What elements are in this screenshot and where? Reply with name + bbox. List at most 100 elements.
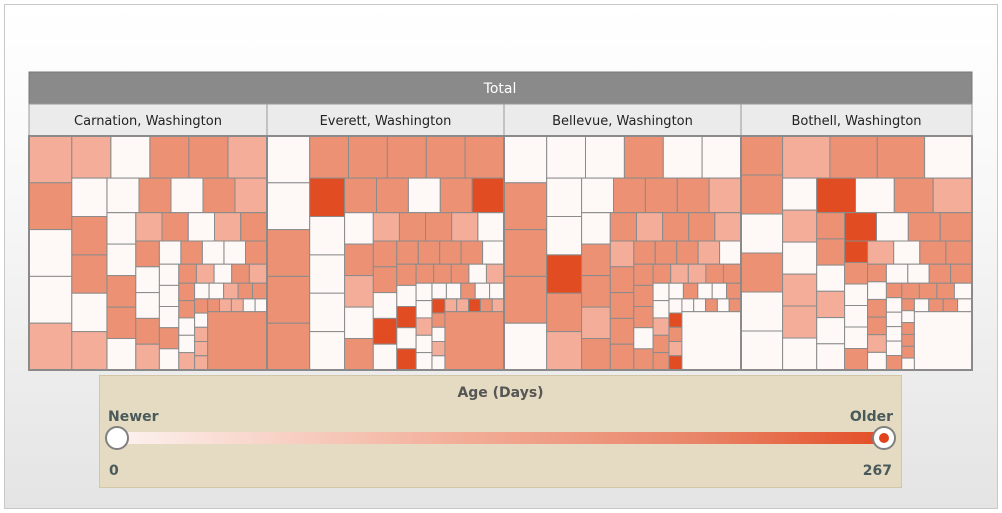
treemap-cell[interactable]: [688, 212, 716, 242]
treemap-cell[interactable]: [489, 282, 505, 300]
treemap-cell[interactable]: [28, 322, 73, 371]
treemap-cell[interactable]: [581, 338, 611, 371]
treemap-cell[interactable]: [782, 177, 818, 211]
treemap-cell[interactable]: [662, 212, 690, 242]
treemap-cell[interactable]: [633, 348, 654, 371]
treemap-cell[interactable]: [234, 177, 268, 214]
treemap-cell[interactable]: [844, 283, 868, 306]
treemap-cell[interactable]: [348, 135, 388, 179]
treemap-cell[interactable]: [309, 292, 346, 333]
treemap-cell[interactable]: [546, 254, 583, 294]
treemap-cell[interactable]: [876, 135, 926, 179]
treemap-cell[interactable]: [477, 212, 505, 242]
treemap-cell[interactable]: [178, 263, 197, 284]
treemap-cell[interactable]: [901, 310, 915, 324]
treemap-cell[interactable]: [719, 240, 742, 265]
treemap-cell[interactable]: [445, 282, 462, 300]
treemap-cell[interactable]: [135, 266, 160, 294]
treemap-cell[interactable]: [106, 338, 137, 371]
treemap-cell[interactable]: [633, 306, 654, 329]
treemap-cell[interactable]: [240, 212, 268, 242]
treemap-cell[interactable]: [252, 282, 268, 300]
treemap-cell[interactable]: [106, 177, 140, 214]
treemap-cell[interactable]: [194, 282, 210, 300]
treemap-cell[interactable]: [415, 282, 433, 302]
treemap-cell[interactable]: [254, 298, 268, 313]
treemap-cell[interactable]: [740, 213, 784, 254]
treemap-cell[interactable]: [266, 322, 311, 371]
treemap-cell[interactable]: [214, 212, 242, 242]
treemap-cell[interactable]: [581, 275, 611, 308]
treemap-cell[interactable]: [309, 331, 346, 371]
treemap-cell[interactable]: [503, 135, 548, 184]
treemap-cell[interactable]: [309, 254, 346, 294]
treemap-cell[interactable]: [950, 263, 973, 284]
treemap-cell[interactable]: [28, 275, 73, 324]
treemap-cell[interactable]: [609, 317, 635, 345]
treemap-cell[interactable]: [676, 240, 699, 265]
treemap-cell[interactable]: [491, 298, 505, 313]
treemap-cell[interactable]: [633, 240, 656, 265]
treemap-cell[interactable]: [482, 240, 505, 265]
treemap-cell[interactable]: [932, 177, 973, 214]
treemap-cell[interactable]: [609, 266, 635, 294]
treemap-cell[interactable]: [693, 298, 707, 313]
treemap-cell[interactable]: [106, 212, 137, 245]
treemap-cell[interactable]: [158, 306, 180, 329]
treemap-cell[interactable]: [893, 240, 921, 265]
treemap-cell[interactable]: [344, 338, 374, 371]
treemap-cell[interactable]: [924, 135, 973, 179]
treemap-cell[interactable]: [782, 241, 818, 275]
treemap-cell[interactable]: [609, 292, 635, 319]
treemap-cell[interactable]: [901, 298, 915, 312]
treemap-cell[interactable]: [479, 298, 493, 313]
treemap-cell[interactable]: [138, 177, 172, 214]
treemap-cell[interactable]: [344, 177, 378, 214]
treemap-cell[interactable]: [451, 212, 479, 242]
treemap-cell[interactable]: [344, 306, 374, 340]
treemap-cell[interactable]: [415, 317, 433, 336]
treemap-cell[interactable]: [266, 229, 311, 277]
treemap-cell[interactable]: [245, 240, 268, 265]
treemap-cell[interactable]: [936, 282, 956, 300]
treemap-cell[interactable]: [816, 238, 846, 266]
treemap-cell[interactable]: [158, 263, 180, 286]
treemap-cell[interactable]: [816, 317, 846, 345]
treemap-cell[interactable]: [885, 297, 903, 313]
treemap-cell[interactable]: [708, 177, 742, 214]
treemap-cell[interactable]: [135, 343, 160, 371]
treemap-cell[interactable]: [425, 212, 453, 242]
treemap-cell[interactable]: [844, 262, 868, 285]
treemap-cell[interactable]: [636, 212, 664, 242]
treemap-cell[interactable]: [188, 135, 229, 179]
treemap-cell[interactable]: [816, 290, 846, 318]
treemap-cell[interactable]: [740, 291, 784, 332]
treemap-cell[interactable]: [431, 312, 446, 328]
treemap-cell[interactable]: [170, 177, 204, 214]
treemap-cell[interactable]: [444, 311, 505, 371]
treemap-cell[interactable]: [180, 240, 203, 265]
treemap-cell[interactable]: [662, 135, 703, 179]
treemap-cell[interactable]: [149, 135, 190, 179]
treemap-cell[interactable]: [71, 254, 108, 294]
treemap-cell[interactable]: [431, 326, 446, 342]
treemap-cell[interactable]: [396, 240, 419, 265]
treemap-cell[interactable]: [503, 229, 548, 277]
treemap-cell[interactable]: [71, 216, 108, 256]
treemap-cell[interactable]: [158, 240, 182, 265]
treemap-cell[interactable]: [396, 348, 417, 371]
treemap-cell[interactable]: [431, 298, 446, 314]
treemap-cell[interactable]: [194, 298, 209, 314]
treemap-cell[interactable]: [714, 212, 742, 242]
treemap-cell[interactable]: [372, 240, 398, 268]
treemap-cell[interactable]: [372, 292, 398, 319]
treemap-cell[interactable]: [135, 292, 160, 319]
treemap-cell[interactable]: [396, 263, 417, 286]
treemap-cell[interactable]: [705, 298, 718, 313]
treemap-cell[interactable]: [652, 352, 670, 371]
treemap-cell[interactable]: [740, 330, 784, 371]
treemap-cell[interactable]: [893, 177, 934, 214]
treemap-cell[interactable]: [867, 240, 895, 265]
treemap-cell[interactable]: [194, 355, 209, 371]
treemap-cell[interactable]: [668, 326, 683, 342]
